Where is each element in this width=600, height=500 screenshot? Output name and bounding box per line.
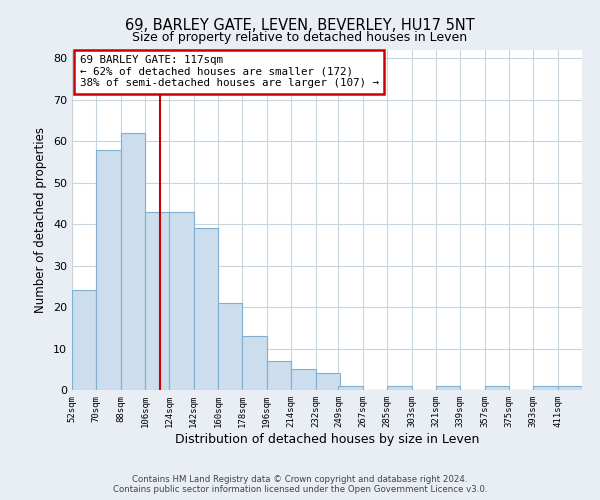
Bar [169,212,194,390]
X-axis label: Distribution of detached houses by size in Leven: Distribution of detached houses by size … [175,432,479,446]
Bar [97,150,121,390]
Bar [338,386,363,390]
Text: 69 BARLEY GATE: 117sqm
← 62% of detached houses are smaller (172)
38% of semi-de: 69 BARLEY GATE: 117sqm ← 62% of detached… [80,55,379,88]
Bar [557,386,582,390]
Text: 69, BARLEY GATE, LEVEN, BEVERLEY, HU17 5NT: 69, BARLEY GATE, LEVEN, BEVERLEY, HU17 5… [125,18,475,32]
Bar [242,336,267,390]
Bar [316,374,340,390]
Bar [387,386,412,390]
Bar [267,361,291,390]
Bar [194,228,218,390]
Bar [533,386,557,390]
Bar [145,212,169,390]
Bar [291,370,316,390]
Y-axis label: Number of detached properties: Number of detached properties [34,127,47,313]
Bar [121,133,145,390]
Bar [485,386,509,390]
Bar [218,303,242,390]
Bar [436,386,460,390]
Bar [72,290,97,390]
Text: Size of property relative to detached houses in Leven: Size of property relative to detached ho… [133,31,467,44]
Text: Contains HM Land Registry data © Crown copyright and database right 2024.
Contai: Contains HM Land Registry data © Crown c… [113,474,487,494]
